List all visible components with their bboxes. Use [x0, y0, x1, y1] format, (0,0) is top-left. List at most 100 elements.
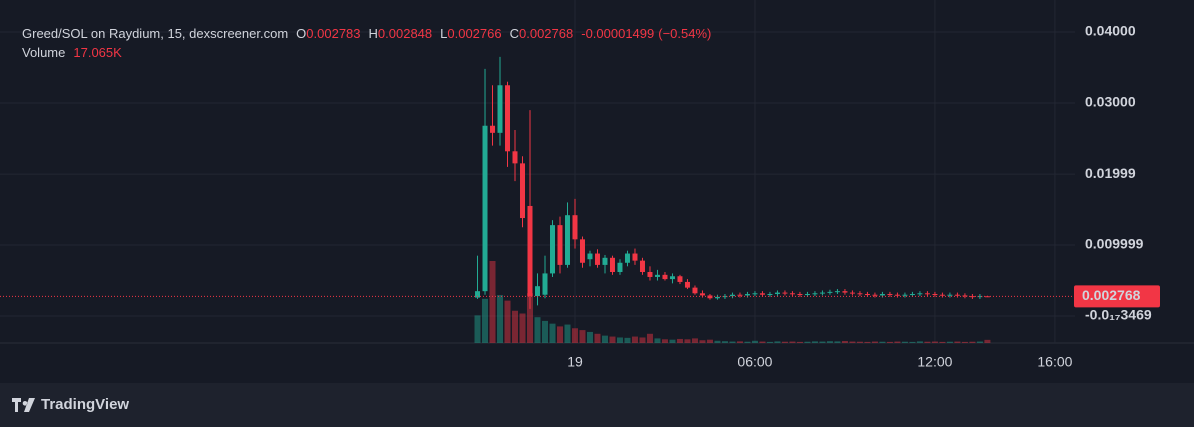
candle-body	[497, 85, 503, 133]
candle-body	[954, 294, 960, 296]
candle-body	[879, 294, 885, 296]
tradingview-logo	[12, 397, 35, 412]
volume-bar	[527, 293, 534, 343]
volume-bar	[886, 341, 893, 343]
candle-body	[594, 253, 600, 265]
volume-bar	[879, 341, 886, 343]
volume-bar	[819, 341, 826, 343]
open-label: O	[296, 26, 307, 41]
x-tick-label: 19	[567, 354, 583, 370]
candle-body	[917, 293, 923, 295]
volume-title: Volume	[22, 45, 66, 60]
candle-body	[729, 294, 735, 297]
candle-body	[849, 292, 855, 294]
volume-bar	[654, 338, 661, 343]
volume-bar	[766, 341, 773, 343]
candle-body	[482, 125, 488, 292]
volume-bar	[639, 337, 646, 343]
change-percent: (−0.54%)	[658, 26, 712, 41]
volume-bar	[856, 341, 863, 343]
candle-body	[490, 125, 496, 133]
volume-bar	[804, 341, 811, 343]
candle-body	[737, 294, 743, 296]
volume-bar	[969, 341, 976, 343]
volume-bar	[661, 339, 668, 343]
candle-body	[602, 257, 608, 265]
change-value: -0.00001499	[581, 26, 655, 41]
volume-bar	[781, 341, 788, 343]
legend-volume-row: Volume 17.065K	[22, 43, 719, 62]
candle-body	[887, 294, 893, 296]
volume-bar	[841, 340, 848, 343]
volume-bar	[811, 341, 818, 343]
candle-body	[797, 294, 803, 296]
candle-body	[812, 293, 818, 295]
volume-bar	[759, 341, 766, 343]
candle-body	[677, 276, 683, 282]
volume-bar	[556, 326, 563, 343]
low-value: 0.002766	[447, 26, 502, 41]
candle-body	[572, 215, 578, 240]
candle-body	[819, 292, 825, 294]
volume-bar	[954, 341, 961, 343]
candle-body	[939, 294, 945, 296]
volume-bar	[504, 300, 511, 343]
branding: TradingView	[12, 396, 129, 413]
volume-bar	[541, 320, 548, 343]
volume-bar	[474, 315, 481, 343]
volume-bar	[571, 328, 578, 343]
x-tick-label: 06:00	[737, 354, 772, 370]
candle-body	[857, 293, 863, 295]
volume-bar	[826, 341, 833, 343]
candle-body	[624, 253, 630, 263]
volume-value: 17.065K	[73, 45, 122, 60]
candle-body	[505, 85, 511, 152]
volume-bar	[984, 339, 991, 343]
candle-body	[692, 287, 698, 294]
volume-bar	[796, 341, 803, 343]
volume-bar	[744, 341, 751, 343]
candle-body	[947, 294, 953, 296]
volume-bar	[512, 310, 519, 343]
candle-body	[789, 293, 795, 295]
legend-price-row: Greed/SOL on Raydium, 15, dexscreener.co…	[22, 24, 719, 43]
high-label: H	[368, 26, 378, 41]
y-tick-label: -0.0₁₇3469	[1085, 307, 1152, 323]
volume-bar	[939, 341, 946, 343]
candle-body	[752, 293, 758, 295]
candle-body	[864, 294, 870, 296]
volume-bar	[586, 331, 593, 343]
volume-bar	[714, 340, 721, 343]
volume-bar	[497, 295, 504, 343]
chart-background	[0, 0, 1194, 383]
candle-body	[767, 294, 773, 296]
y-tick-label: 0.009999	[1085, 236, 1144, 252]
candle-body	[669, 276, 675, 280]
candle-body	[684, 281, 690, 288]
low-label: L	[440, 26, 448, 41]
volume-bar	[834, 341, 841, 343]
candle-body	[977, 296, 983, 298]
candle-body	[714, 296, 720, 299]
volume-bar	[616, 337, 623, 343]
volume-bar	[519, 313, 526, 343]
candle-body	[542, 273, 548, 295]
candle-body	[902, 294, 908, 296]
candle-body	[632, 253, 638, 261]
candle-body	[512, 151, 518, 164]
volume-bar	[669, 339, 676, 343]
candle-body	[842, 291, 848, 293]
volume-bar	[871, 341, 878, 343]
volume-bar	[849, 341, 856, 343]
volume-bar	[699, 340, 706, 343]
volume-bar	[916, 341, 923, 343]
volume-bar	[864, 341, 871, 343]
candle-body	[647, 271, 653, 277]
candle-body	[774, 292, 780, 295]
candle-body	[804, 294, 810, 296]
candle-body	[654, 274, 660, 277]
candle-body	[909, 294, 915, 296]
open-value: 0.002783	[306, 26, 361, 41]
candle-body	[744, 294, 750, 296]
